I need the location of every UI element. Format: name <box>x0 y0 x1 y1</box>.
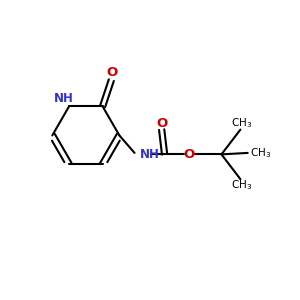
Text: O: O <box>106 66 118 79</box>
Text: NH: NH <box>140 148 160 161</box>
Text: CH$_3$: CH$_3$ <box>231 179 253 193</box>
Text: NH: NH <box>54 92 74 105</box>
Text: CH$_3$: CH$_3$ <box>231 116 253 130</box>
Text: CH$_3$: CH$_3$ <box>250 146 271 160</box>
Text: O: O <box>156 117 167 130</box>
Text: O: O <box>184 148 195 161</box>
